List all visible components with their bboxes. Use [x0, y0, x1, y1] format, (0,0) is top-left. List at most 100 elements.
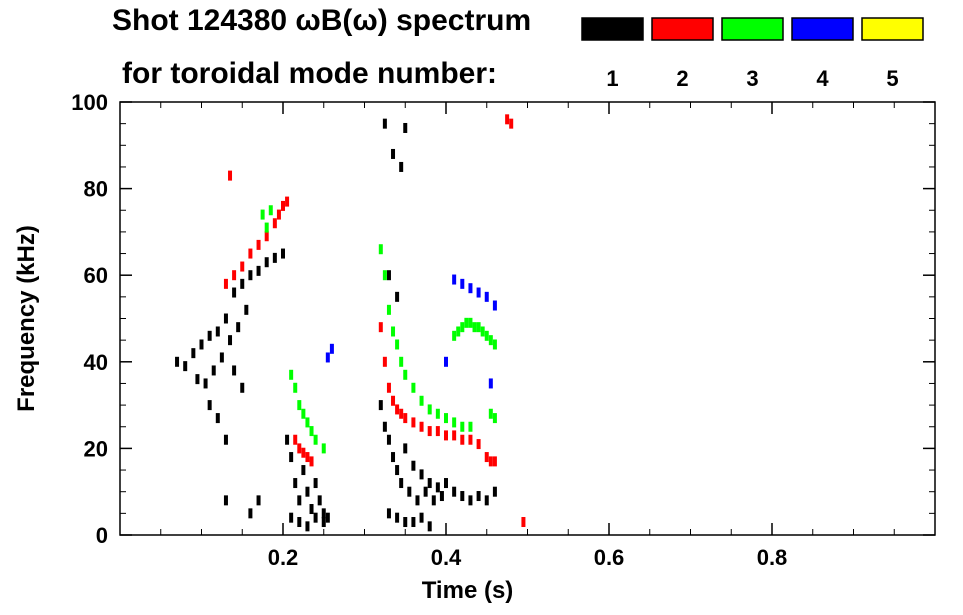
data-point-mode-2	[272, 218, 277, 229]
data-point-mode-2	[521, 517, 526, 528]
data-point-mode-3	[289, 369, 294, 380]
data-point-mode-1	[305, 521, 310, 532]
data-point-mode-3	[488, 408, 493, 419]
data-point-mode-3	[492, 339, 497, 350]
data-point-mode-1	[317, 495, 322, 506]
data-point-mode-1	[195, 374, 200, 385]
data-point-mode-4	[329, 343, 334, 354]
data-point-mode-1	[407, 486, 412, 497]
data-point-mode-2	[297, 443, 302, 454]
plot-frame	[119, 101, 936, 536]
data-point-mode-1	[444, 478, 448, 489]
data-point-mode-4	[492, 300, 497, 311]
data-point-mode-1	[297, 495, 302, 506]
data-point-mode-3	[452, 417, 457, 428]
data-point-mode-2	[468, 434, 473, 445]
data-point-mode-2	[492, 456, 497, 467]
data-point-mode-1	[411, 517, 416, 528]
data-point-mode-2	[452, 430, 457, 441]
data-point-mode-3	[399, 356, 404, 367]
data-point-mode-3	[260, 209, 265, 220]
data-point-mode-1	[321, 517, 326, 528]
tick-labels: 0.2 0.4 0.6 0.8 0 20 40 60 80 100	[71, 90, 787, 570]
data-point-mode-4	[484, 291, 489, 302]
data-point-mode-2	[378, 322, 383, 333]
data-point-mode-2	[256, 239, 261, 250]
data-point-mode-1	[492, 486, 497, 497]
data-point-mode-1	[419, 512, 424, 523]
legend-label-mode-3: 3	[746, 66, 758, 91]
data-point-mode-3	[297, 400, 302, 411]
data-point-mode-2	[232, 270, 237, 281]
data-point-mode-1	[199, 339, 204, 350]
data-point-mode-1	[313, 512, 318, 523]
legend-swatch-mode-3	[721, 17, 784, 41]
data-point-mode-2	[444, 430, 448, 441]
legend-label-mode-5: 5	[886, 66, 898, 91]
data-point-mode-1	[386, 270, 391, 281]
data-point-mode-1	[203, 378, 208, 389]
data-point-mode-2	[427, 426, 432, 437]
data-point-mode-3	[492, 413, 497, 424]
data-point-mode-3	[460, 322, 465, 333]
data-point-mode-1	[386, 508, 391, 519]
data-point-mode-1	[395, 465, 400, 476]
data-point-mode-3	[427, 404, 432, 415]
legend-label-mode-4: 4	[816, 66, 829, 91]
data-point-mode-3	[313, 434, 318, 445]
data-point-mode-2	[276, 209, 281, 220]
data-point-mode-2	[248, 248, 253, 259]
legend-swatch-mode-1	[581, 17, 644, 41]
data-point-mode-1	[391, 452, 396, 463]
data-point-mode-4	[460, 278, 465, 289]
x-tick-label: 0.8	[757, 545, 788, 570]
data-point-mode-2	[488, 456, 493, 467]
y-axis-label: Frequency (kHz)	[13, 225, 40, 412]
data-point-mode-1	[240, 382, 245, 393]
data-point-mode-2	[285, 196, 290, 207]
data-point-mode-3	[321, 443, 326, 454]
data-point-mode-1	[244, 304, 249, 315]
data-point-mode-3	[456, 326, 461, 337]
data-point-mode-1	[215, 326, 220, 337]
data-point-mode-3	[391, 326, 396, 337]
data-point-mode-1	[211, 365, 216, 376]
data-point-mode-1	[223, 434, 228, 445]
data-point-mode-1	[484, 495, 489, 506]
data-point-mode-1	[419, 469, 424, 480]
data-point-mode-1	[236, 322, 241, 333]
chart-title: Shot 124380 ωB(ω) spectrum	[112, 4, 532, 37]
data-point-mode-3	[468, 317, 473, 328]
data-point-mode-1	[391, 148, 396, 159]
data-point-mode-1	[289, 452, 294, 463]
data-point-mode-1	[411, 460, 416, 471]
data-point-mode-1	[452, 486, 457, 497]
data-point-mode-2	[505, 114, 510, 125]
y-tick-label: 20	[84, 436, 108, 461]
data-point-mode-2	[411, 417, 416, 428]
data-point-mode-1	[468, 495, 473, 506]
x-axis-label: Time (s)	[422, 577, 514, 604]
y-tick-label: 60	[84, 263, 108, 288]
data-point-mode-1	[281, 248, 285, 259]
data-point-mode-1	[207, 400, 212, 411]
legend-label-mode-2: 2	[676, 66, 688, 91]
data-point-mode-4	[468, 283, 473, 294]
data-point-mode-1	[476, 491, 481, 502]
data-point-mode-3	[386, 304, 391, 315]
data-point-mode-1	[191, 348, 196, 359]
data-point-mode-3	[378, 244, 383, 255]
data-point-mode-2	[264, 231, 269, 242]
data-point-mode-1	[460, 491, 465, 502]
data-point-mode-3	[472, 322, 477, 333]
data-point-mode-1	[248, 270, 253, 281]
data-point-mode-1	[395, 291, 400, 302]
data-point-mode-1	[223, 313, 228, 324]
data-point-mode-4	[488, 378, 493, 389]
data-point-mode-2	[509, 118, 514, 129]
data-point-mode-1	[293, 478, 298, 489]
data-point-mode-1	[423, 486, 428, 497]
x-tick-label: 0.2	[268, 545, 299, 570]
data-point-mode-1	[325, 512, 330, 523]
data-point-mode-4	[452, 274, 457, 285]
